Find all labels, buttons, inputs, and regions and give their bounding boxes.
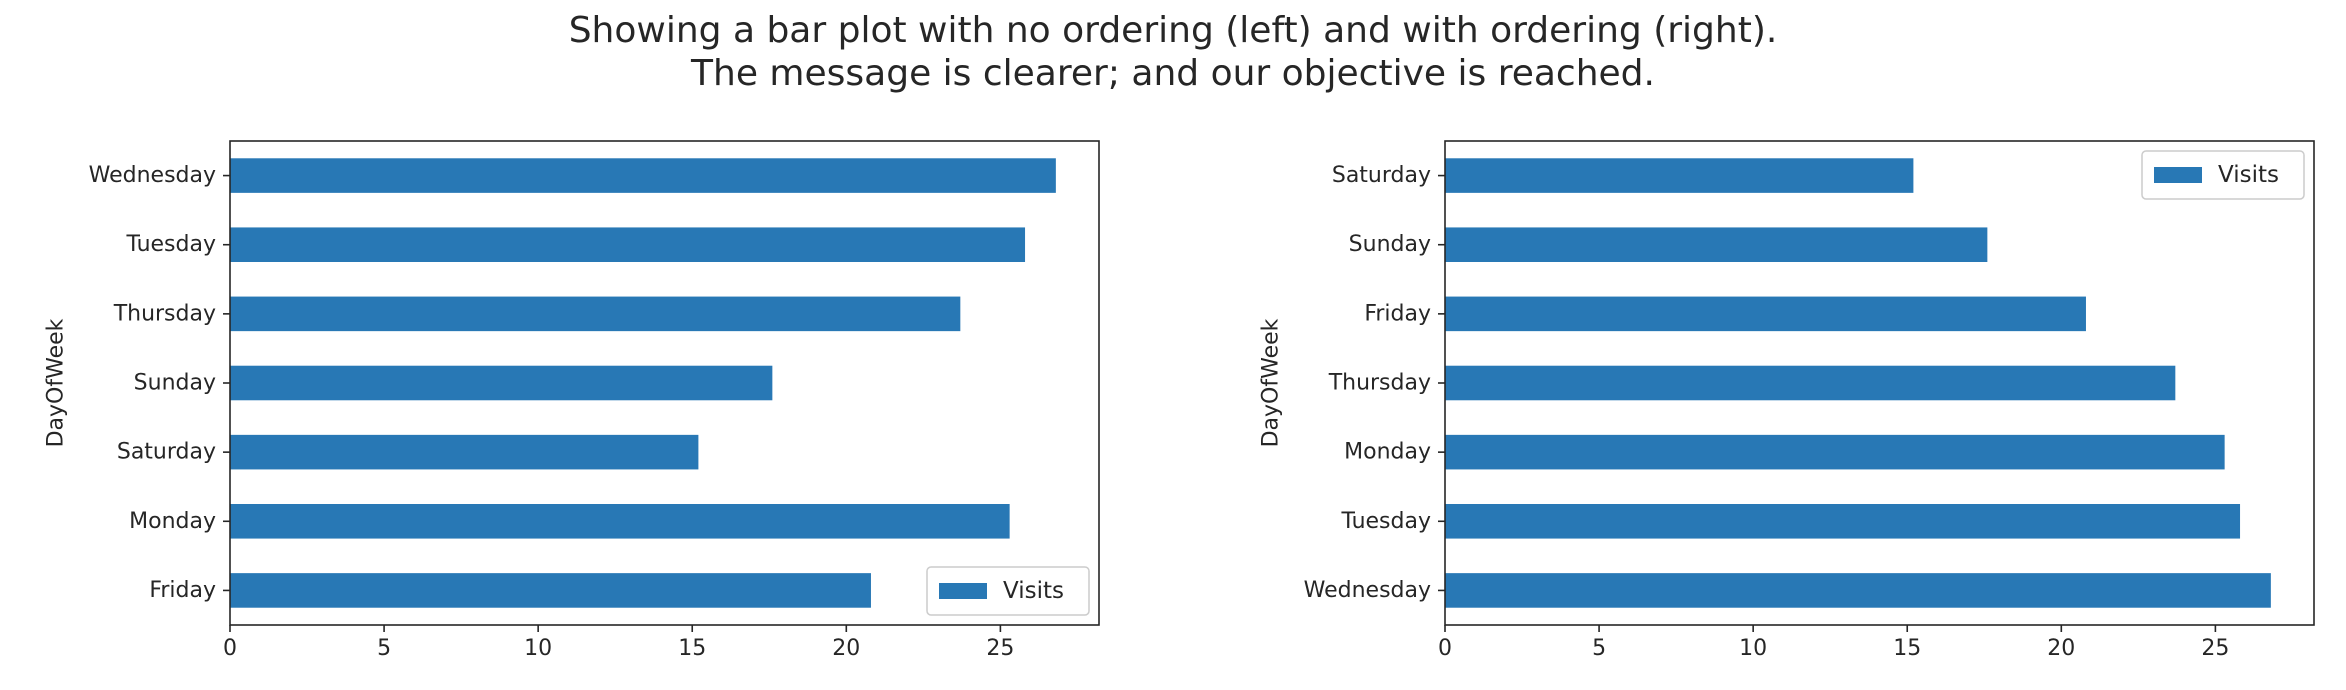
bar-sunday: [1445, 227, 1988, 262]
bar-saturday: [230, 434, 699, 470]
ytick-label-wednesday: Wednesday: [1304, 578, 1431, 603]
legend: Visits: [2141, 150, 2305, 200]
xtick-label: 5: [1592, 636, 1606, 661]
ytick-label-thursday: Thursday: [113, 301, 216, 326]
bar-thursday: [230, 296, 961, 332]
xtick-label: 0: [223, 636, 237, 661]
xtick-label: 15: [678, 636, 706, 661]
xtick-label: 25: [986, 636, 1014, 661]
axes-frame: [229, 140, 1100, 626]
ytick-label-friday: Friday: [1364, 301, 1431, 326]
bar-friday: [1445, 296, 2086, 332]
bar-thursday: [1445, 365, 2176, 401]
bar-monday: [230, 504, 1010, 539]
figure-title-line-1: Showing a bar plot with no ordering (lef…: [568, 10, 1778, 51]
bar-saturday: [1445, 158, 1914, 193]
ytick-label-monday: Monday: [129, 509, 216, 534]
xtick-label: 0: [1438, 636, 1452, 661]
xtick-label: 20: [832, 636, 860, 661]
figure-title-line-2: The message is clearer; and our objectiv…: [691, 53, 1655, 94]
ytick-label-friday: Friday: [149, 578, 216, 603]
ytick-label-tuesday: Tuesday: [1340, 509, 1431, 534]
legend-label: Visits: [2218, 162, 2279, 188]
legend-label: Visits: [1003, 578, 1064, 604]
y-axis-label: DayOfWeek: [1259, 318, 1284, 447]
xtick-label: 25: [2201, 636, 2229, 661]
y-axis-label: DayOfWeek: [44, 318, 69, 447]
ytick-label-monday: Monday: [1344, 440, 1431, 465]
ytick-label-sunday: Sunday: [1349, 232, 1431, 257]
bar-wednesday: [230, 158, 1056, 193]
legend-swatch: [939, 583, 987, 599]
ytick-label-wednesday: Wednesday: [89, 163, 216, 188]
xtick-label: 5: [377, 636, 391, 661]
xtick-label: 20: [2047, 636, 2075, 661]
bar-tuesday: [1445, 504, 2241, 539]
legend-swatch: [2154, 167, 2202, 183]
ytick-label-saturday: Saturday: [117, 440, 216, 465]
xtick-label: 10: [524, 636, 552, 661]
ytick-label-thursday: Thursday: [1328, 371, 1431, 396]
ytick-label-saturday: Saturday: [1332, 163, 1431, 188]
xtick-label: 10: [1739, 636, 1767, 661]
legend: Visits: [926, 566, 1090, 616]
bar-wednesday: [1445, 573, 2271, 608]
bar-monday: [1445, 434, 2225, 470]
xtick-label: 15: [1893, 636, 1921, 661]
bar-sunday: [230, 365, 773, 401]
legend-box: [926, 566, 1090, 616]
bar-friday: [230, 573, 871, 608]
axes-frame: [1444, 140, 2315, 626]
legend-box: [2141, 150, 2305, 200]
ytick-label-sunday: Sunday: [134, 371, 216, 396]
bar-tuesday: [230, 227, 1026, 262]
ytick-label-tuesday: Tuesday: [125, 232, 216, 257]
